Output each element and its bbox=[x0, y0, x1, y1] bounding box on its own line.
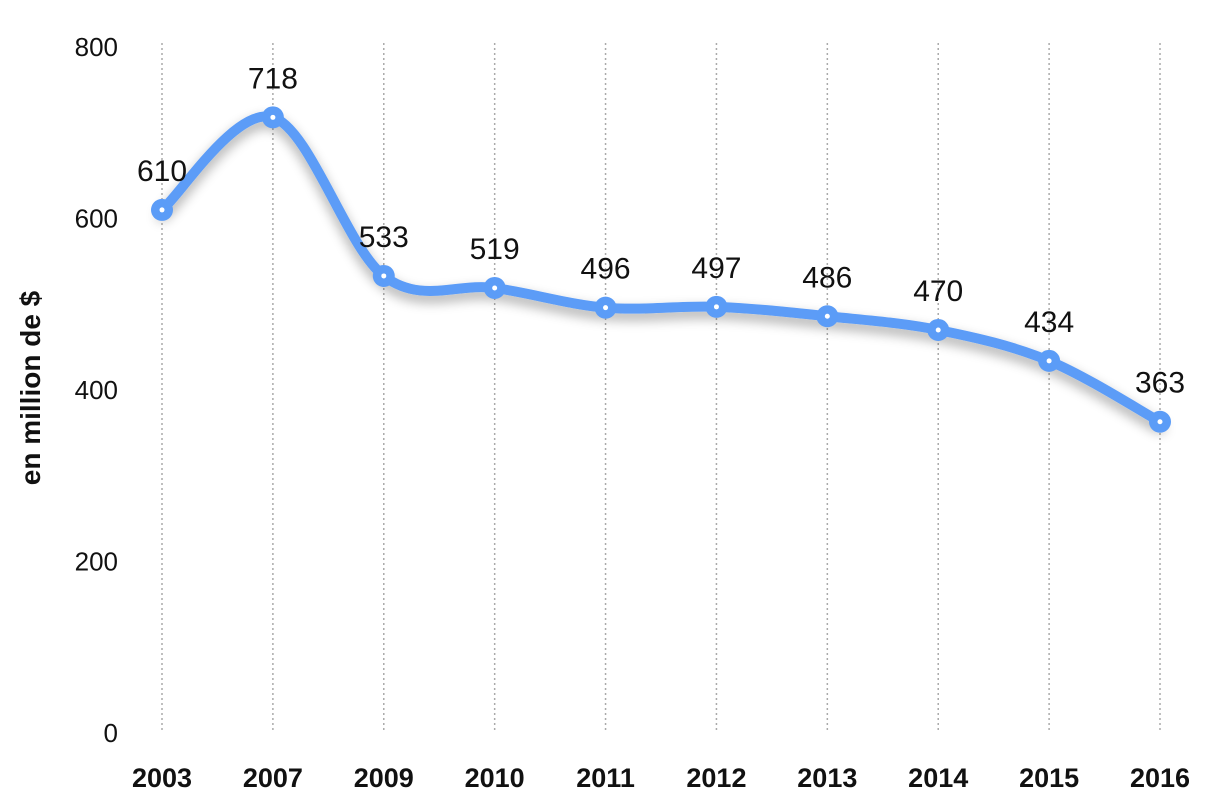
x-axis-ticks: 2003 2007 2009 2010 2011 2012 2013 2014 2015 2016 bbox=[132, 763, 1190, 793]
data-point-center bbox=[159, 207, 165, 213]
y-axis-ticks: 0 200 400 600 800 bbox=[75, 32, 118, 748]
y-axis-label: en million de $ bbox=[15, 290, 46, 485]
data-label-2014: 470 bbox=[913, 275, 963, 308]
x-tick-label: 2012 bbox=[686, 763, 746, 793]
x-tick-label: 2014 bbox=[908, 763, 968, 793]
y-tick-label: 400 bbox=[75, 375, 118, 405]
data-label-2016: 363 bbox=[1135, 367, 1185, 400]
data-label-2003: 610 bbox=[137, 155, 187, 188]
gridlines bbox=[161, 43, 1161, 733]
x-tick-label: 2016 bbox=[1130, 763, 1190, 793]
data-point-center bbox=[492, 285, 498, 291]
data-point-center bbox=[713, 304, 719, 310]
data-label-2011: 496 bbox=[581, 253, 631, 286]
data-label-2010: 519 bbox=[470, 233, 520, 266]
x-tick-label: 2007 bbox=[243, 763, 303, 793]
y-tick-label: 200 bbox=[75, 547, 118, 577]
x-tick-label: 2015 bbox=[1019, 763, 1079, 793]
data-label-2013: 486 bbox=[802, 261, 852, 294]
y-tick-label: 0 bbox=[104, 718, 118, 748]
data-label-2009: 533 bbox=[359, 221, 409, 254]
data-label-2007: 718 bbox=[248, 62, 298, 95]
y-tick-label: 600 bbox=[75, 204, 118, 234]
x-tick-label: 2010 bbox=[465, 763, 525, 793]
x-tick-label: 2013 bbox=[797, 763, 857, 793]
series-line-group bbox=[157, 111, 1165, 427]
data-label-2012: 497 bbox=[691, 252, 741, 285]
data-point-center bbox=[935, 327, 941, 333]
x-tick-label: 2003 bbox=[132, 763, 192, 793]
y-tick-label: 800 bbox=[75, 32, 118, 62]
data-point-center bbox=[1157, 419, 1163, 425]
x-tick-label: 2011 bbox=[576, 763, 635, 793]
data-points bbox=[151, 106, 1171, 433]
data-point-center bbox=[603, 305, 609, 311]
series-line bbox=[157, 111, 1165, 427]
data-point-center bbox=[1046, 358, 1052, 364]
data-point-center bbox=[381, 273, 387, 279]
data-point-center bbox=[270, 114, 276, 120]
data-point-center bbox=[824, 313, 830, 319]
x-tick-label: 2009 bbox=[354, 763, 414, 793]
data-labels: 610 718 533 519 496 497 486 470 434 363 bbox=[137, 62, 1185, 399]
data-label-2015: 434 bbox=[1024, 306, 1074, 339]
